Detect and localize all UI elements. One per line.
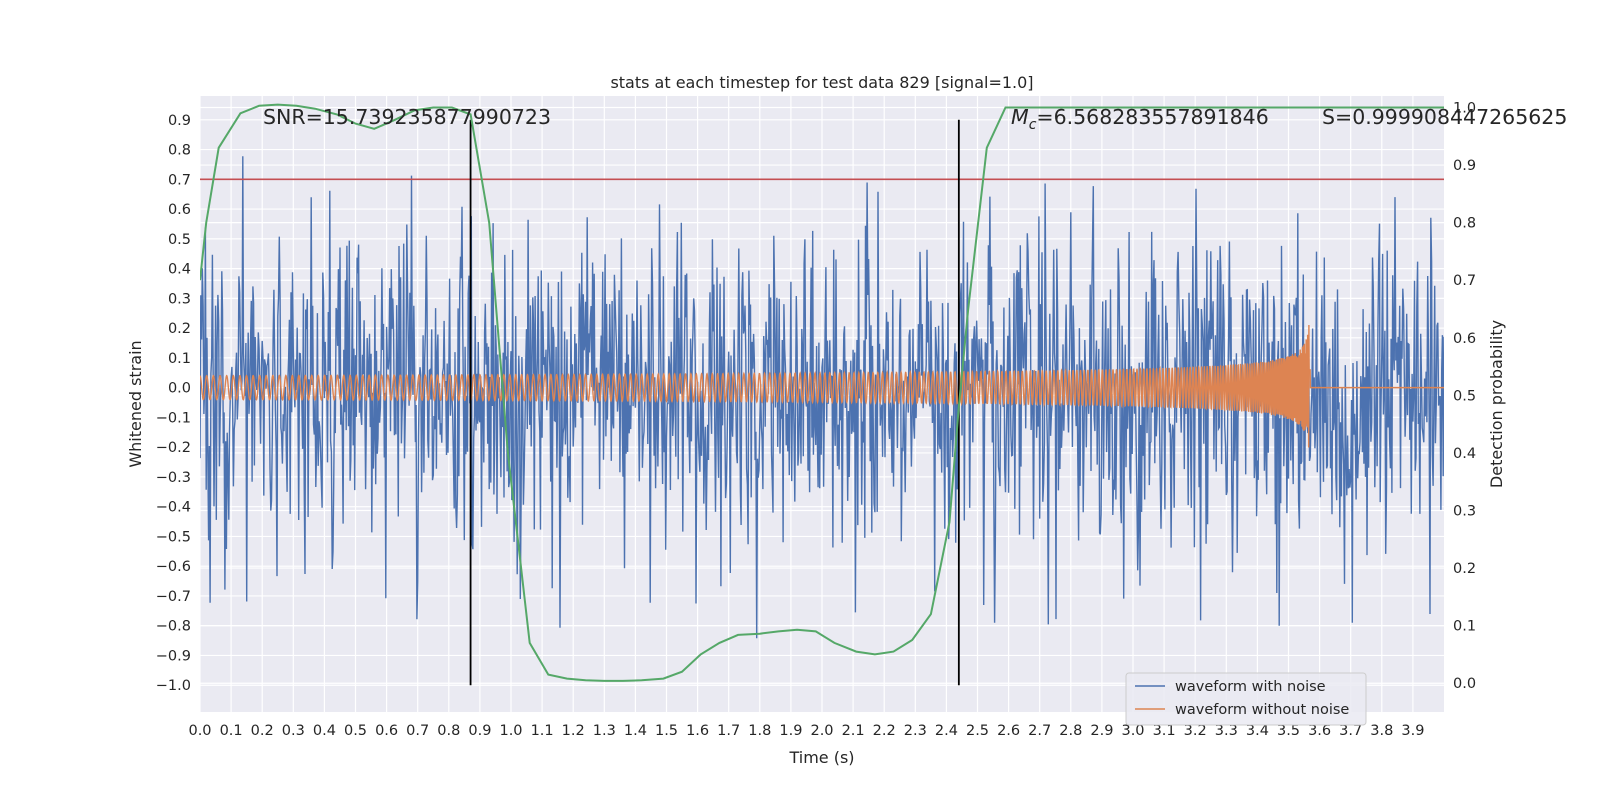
legend-label-noise: waveform with noise xyxy=(1175,679,1326,695)
x-tick-label: 0.0 xyxy=(188,723,211,739)
y-axis-label: Whitened strain xyxy=(126,340,145,467)
right-y-tick-label: 0.7 xyxy=(1453,273,1476,289)
x-tick-label: 2.0 xyxy=(810,723,833,739)
x-tick-label: 2.8 xyxy=(1059,723,1082,739)
series-waveform-without-noise xyxy=(200,325,1444,448)
x-tick-label: 0.8 xyxy=(437,723,460,739)
right-y-tick-label: 0.5 xyxy=(1453,388,1476,404)
x-tick-label: 1.9 xyxy=(779,723,802,739)
right-y-tick-label: 0.3 xyxy=(1453,504,1476,520)
tick-labels: 0.0 0.1 0.2 0.3 0.4 0.5 0.6 0.7 0.8 0.9 1.0 1.1 1.2 1… xyxy=(156,101,1476,739)
right-y-tick-label: 0.0 xyxy=(1453,676,1476,692)
x-tick-label: 2.7 xyxy=(1028,723,1051,739)
chirp-mass-annotation: Mc=6.568283557891846 xyxy=(1011,105,1269,133)
y-tick-label: 0.1 xyxy=(168,351,191,367)
right-y-tick-label: 0.8 xyxy=(1453,216,1476,232)
s-annotation: S=0.999908447265625 xyxy=(1322,105,1567,129)
x-tick-label: 3.3 xyxy=(1215,723,1238,739)
chirp-mass-symbol: M xyxy=(1011,105,1029,129)
x-tick-label: 0.7 xyxy=(406,723,429,739)
x-tick-label: 2.1 xyxy=(842,723,865,739)
x-tick-label: 3.4 xyxy=(1246,723,1269,739)
x-tick-label: 2.6 xyxy=(997,723,1020,739)
y-tick-label: 0.4 xyxy=(168,262,191,278)
y-tick-label: −0.1 xyxy=(156,410,191,426)
x-tick-label: 1.3 xyxy=(593,723,616,739)
chirp-mass-subscript: c xyxy=(1029,117,1037,133)
x-tick-label: 2.9 xyxy=(1090,723,1113,739)
x-tick-label: 1.8 xyxy=(748,723,771,739)
x-tick-label: 0.5 xyxy=(344,723,367,739)
x-axis-label: Time (s) xyxy=(788,748,854,767)
x-tick-label: 3.1 xyxy=(1153,723,1176,739)
x-tick-label: 0.9 xyxy=(468,723,491,739)
y-tick-label: −0.5 xyxy=(156,529,191,545)
y-tick-label: −0.4 xyxy=(156,500,191,516)
x-tick-label: 3.5 xyxy=(1277,723,1300,739)
right-y-tick-label: 0.4 xyxy=(1453,446,1476,462)
chart-title: stats at each timestep for test data 829… xyxy=(610,73,1033,92)
snr-annotation: SNR=15.739235877990723 xyxy=(263,105,551,129)
x-tick-label: 3.8 xyxy=(1370,723,1393,739)
series-waveform-with-noise xyxy=(200,156,1444,639)
y-tick-label: 0.6 xyxy=(168,202,191,218)
right-y-tick-label: 0.2 xyxy=(1453,561,1476,577)
y-tick-label: 0.5 xyxy=(168,232,191,248)
x-tick-label: 3.0 xyxy=(1121,723,1144,739)
x-tick-label: 0.1 xyxy=(220,723,243,739)
y-tick-label: −0.8 xyxy=(156,619,191,635)
x-tick-label: 3.2 xyxy=(1184,723,1207,739)
x-tick-label: 2.5 xyxy=(966,723,989,739)
x-tick-label: 3.7 xyxy=(1339,723,1362,739)
y-tick-label: 0.8 xyxy=(168,143,191,159)
y-tick-label: −0.6 xyxy=(156,559,191,575)
y-tick-label: 0.7 xyxy=(168,172,191,188)
y-tick-label: −0.7 xyxy=(156,589,191,605)
x-tick-label: 2.4 xyxy=(935,723,958,739)
x-tick-label: 1.2 xyxy=(562,723,585,739)
legend-label-clean: waveform without noise xyxy=(1175,702,1349,718)
legend-box xyxy=(1125,672,1367,726)
x-tick-label: 1.0 xyxy=(499,723,522,739)
x-tick-label: 0.2 xyxy=(251,723,274,739)
right-y-tick-label: 0.6 xyxy=(1453,331,1476,347)
y-tick-label: −0.2 xyxy=(156,440,191,456)
x-tick-label: 1.4 xyxy=(624,723,647,739)
x-tick-label: 1.5 xyxy=(655,723,678,739)
right-y-tick-label: 0.1 xyxy=(1453,619,1476,635)
x-tick-label: 1.1 xyxy=(531,723,554,739)
y-tick-label: −1.0 xyxy=(156,678,191,694)
series-detection-probability xyxy=(200,103,1444,682)
chirp-mass-value: =6.568283557891846 xyxy=(1036,105,1268,129)
y-tick-label: 0.3 xyxy=(168,291,191,307)
legend: waveform with noise waveform without noi… xyxy=(1125,672,1367,726)
y-tick-label: 0.9 xyxy=(168,113,191,129)
right-y-tick-label: 1.0 xyxy=(1453,101,1476,117)
right-y-axis-label: Detection probability xyxy=(1487,320,1506,488)
x-tick-label: 1.7 xyxy=(717,723,740,739)
right-y-tick-label: 0.9 xyxy=(1453,158,1476,174)
x-tick-label: 3.6 xyxy=(1308,723,1331,739)
x-tick-label: 0.3 xyxy=(282,723,305,739)
x-tick-label: 2.3 xyxy=(904,723,927,739)
x-tick-label: 2.2 xyxy=(873,723,896,739)
x-tick-label: 1.6 xyxy=(686,723,709,739)
x-tick-label: 0.6 xyxy=(375,723,398,739)
y-tick-label: −0.3 xyxy=(156,470,191,486)
y-tick-label: 0.0 xyxy=(168,381,191,397)
x-tick-label: 3.9 xyxy=(1401,723,1424,739)
y-tick-label: 0.2 xyxy=(168,321,191,337)
y-tick-label: −0.9 xyxy=(156,648,191,664)
x-tick-label: 0.4 xyxy=(313,723,336,739)
